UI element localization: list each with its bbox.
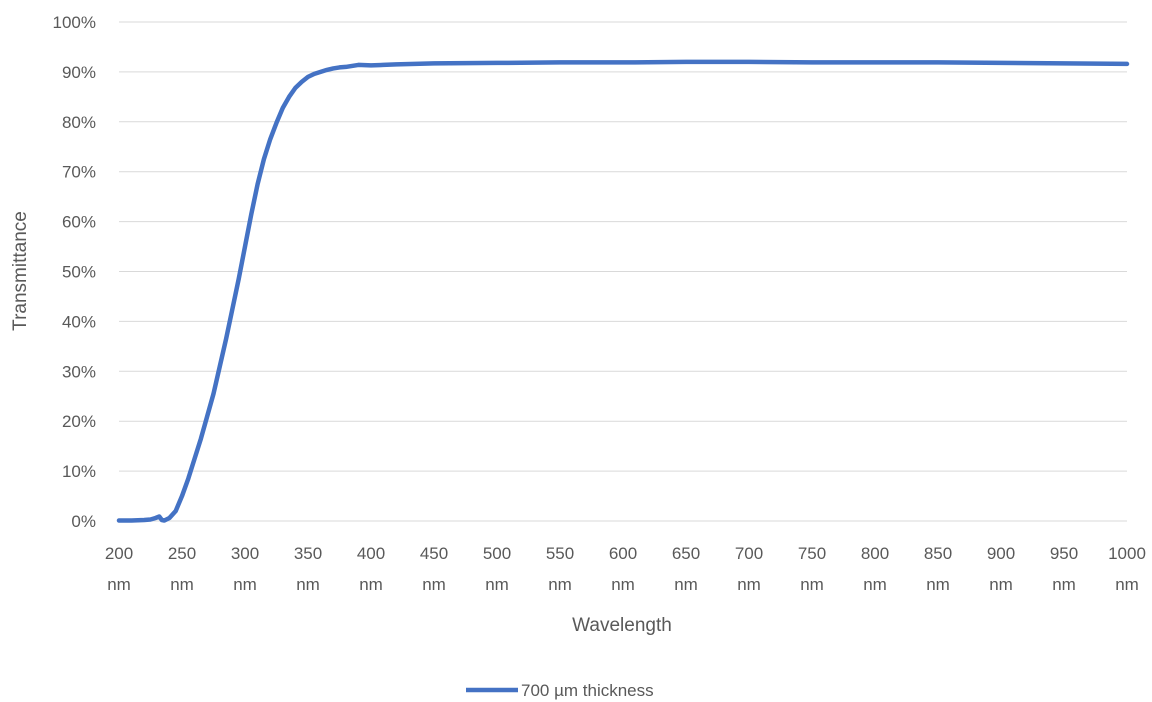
x-tick-unit: nm — [1115, 575, 1139, 594]
y-tick-label: 10% — [62, 462, 96, 481]
y-tick-label: 0% — [71, 512, 96, 531]
x-tick-unit: nm — [296, 575, 320, 594]
gridlines — [119, 21, 1127, 522]
y-tick-label: 80% — [62, 113, 96, 132]
x-tick-unit: nm — [674, 575, 698, 594]
x-tick-label: 950 — [1050, 544, 1078, 563]
x-tick-label: 400 — [357, 544, 385, 563]
x-tick-unit: nm — [863, 575, 887, 594]
y-tick-label: 60% — [62, 213, 96, 232]
y-axis-tick-labels: 0% 10% 20% 30% 40% 50% 60% 70% 80% 90% 100% — [53, 13, 96, 531]
x-tick-unit: nm — [107, 575, 131, 594]
x-axis-tick-labels: 200 nm 250 nm 300 nm 350 nm 400 nm 450 nm 500 nm 550 nm… — [105, 544, 1146, 594]
x-tick-label: 800 — [861, 544, 889, 563]
x-tick-label: 1000 — [1108, 544, 1146, 563]
series-lines — [116, 59, 1130, 523]
legend: 700 µm thickness — [466, 681, 654, 700]
x-tick-unit: nm — [737, 575, 761, 594]
x-tick-label: 200 — [105, 544, 133, 563]
x-tick-unit: nm — [170, 575, 194, 594]
x-tick-label: 900 — [987, 544, 1015, 563]
x-tick-label: 450 — [420, 544, 448, 563]
x-tick-label: 550 — [546, 544, 574, 563]
x-tick-label: 350 — [294, 544, 322, 563]
y-tick-label: 20% — [62, 412, 96, 431]
x-tick-label: 700 — [735, 544, 763, 563]
x-tick-unit: nm — [485, 575, 509, 594]
x-tick-label: 500 — [483, 544, 511, 563]
x-tick-unit: nm — [548, 575, 572, 594]
x-axis-title: Wavelength — [572, 615, 672, 636]
x-tick-label: 650 — [672, 544, 700, 563]
x-tick-unit: nm — [359, 575, 383, 594]
x-tick-label: 850 — [924, 544, 952, 563]
y-tick-label: 90% — [62, 63, 96, 82]
x-tick-unit: nm — [800, 575, 824, 594]
x-tick-unit: nm — [422, 575, 446, 594]
x-tick-label: 300 — [231, 544, 259, 563]
x-tick-unit: nm — [611, 575, 635, 594]
x-tick-unit: nm — [926, 575, 950, 594]
x-tick-unit: nm — [1052, 575, 1076, 594]
x-tick-label: 600 — [609, 544, 637, 563]
x-tick-label: 750 — [798, 544, 826, 563]
series-line-0 — [116, 59, 1130, 523]
y-tick-label: 30% — [62, 362, 96, 381]
legend-label: 700 µm thickness — [521, 681, 654, 700]
y-axis-title: Transmittance — [10, 211, 31, 331]
x-tick-label: 250 — [168, 544, 196, 563]
y-tick-label: 50% — [62, 263, 96, 282]
x-tick-unit: nm — [233, 575, 257, 594]
y-tick-label: 100% — [53, 13, 96, 32]
y-tick-label: 40% — [62, 312, 96, 331]
x-tick-unit: nm — [989, 575, 1013, 594]
y-tick-label: 70% — [62, 163, 96, 182]
